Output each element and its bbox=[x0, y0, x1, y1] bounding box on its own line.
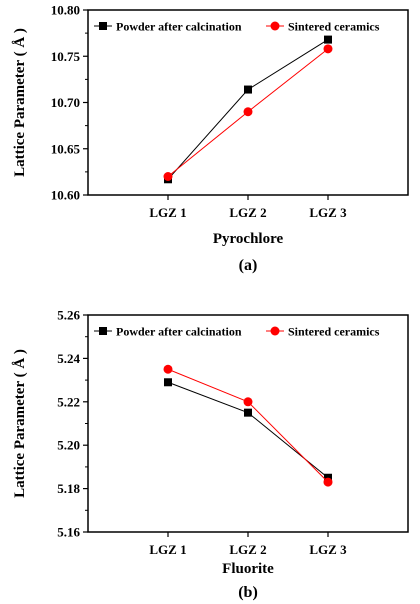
x-tick-label: LGZ 2 bbox=[229, 205, 266, 220]
plot-frame bbox=[87, 9, 409, 196]
y-tick-label: 5.16 bbox=[57, 525, 80, 540]
x-tick-label: LGZ 3 bbox=[309, 205, 347, 220]
x-tick-label: LGZ 3 bbox=[309, 542, 347, 557]
chart-panel-a: 10.60 10.65 10.70 10.75 10.80 LGZ 1 LGZ 2 LGZ 3… bbox=[12, 3, 409, 274]
series-line bbox=[167, 381, 329, 479]
y-tick-label: 10.70 bbox=[51, 95, 80, 110]
y-tick-label: 5.26 bbox=[57, 308, 80, 323]
data-point bbox=[243, 397, 253, 407]
data-point bbox=[323, 44, 333, 54]
legend-marker bbox=[270, 326, 280, 336]
series-line bbox=[167, 368, 329, 483]
data-point bbox=[323, 477, 333, 487]
legend-label: Powder after calcination bbox=[116, 325, 242, 339]
y-tick-label: 5.20 bbox=[57, 438, 80, 453]
y-axis-title: Lattice Parameter ( Å ) bbox=[12, 28, 28, 177]
data-point bbox=[243, 107, 253, 117]
legend-label: Sintered ceramics bbox=[288, 20, 380, 34]
data-point bbox=[163, 172, 173, 181]
x-axis-title: Pyrochlore bbox=[213, 231, 284, 247]
data-point bbox=[164, 378, 172, 387]
legend-label: Powder after calcination bbox=[116, 20, 242, 34]
panel-label: (b) bbox=[238, 584, 258, 601]
y-tick-label: 10.65 bbox=[51, 141, 81, 156]
legend-marker bbox=[270, 21, 280, 31]
y-tick-label: 5.24 bbox=[57, 351, 80, 366]
legend-marker bbox=[99, 22, 107, 30]
data-point bbox=[244, 85, 252, 94]
x-tick-label: LGZ 2 bbox=[229, 542, 266, 557]
series-sintered bbox=[163, 364, 333, 487]
legend: Powder after calcination Sintered ceramic… bbox=[94, 325, 380, 339]
legend-marker bbox=[99, 327, 107, 335]
y-tick-label: 10.60 bbox=[51, 188, 80, 203]
legend: Powder after calcination Sintered ceramic… bbox=[94, 20, 380, 34]
chart-panel-b: 5.16 5.18 5.20 5.22 5.24 5.26 LGZ 1 LGZ 2 LGZ 3 F… bbox=[12, 308, 409, 601]
x-tick-label: LGZ 1 bbox=[149, 205, 186, 220]
y-tick-label: 5.18 bbox=[57, 481, 80, 496]
x-tick-label: LGZ 1 bbox=[149, 542, 186, 557]
series-powder bbox=[164, 378, 332, 482]
series-sintered bbox=[163, 44, 333, 181]
y-tick-label: 10.75 bbox=[51, 49, 81, 64]
plot-frame bbox=[87, 314, 409, 533]
x-axis-title: Fluorite bbox=[222, 561, 274, 577]
y-tick-label: 10.80 bbox=[51, 3, 80, 18]
data-point bbox=[324, 35, 332, 44]
legend-label: Sintered ceramics bbox=[288, 325, 380, 339]
data-point bbox=[244, 408, 252, 417]
y-axis-title: Lattice Parameter ( Å ) bbox=[12, 349, 28, 498]
data-point bbox=[163, 364, 173, 374]
panel-label: (a) bbox=[239, 257, 258, 274]
y-tick-label: 5.22 bbox=[57, 394, 80, 409]
